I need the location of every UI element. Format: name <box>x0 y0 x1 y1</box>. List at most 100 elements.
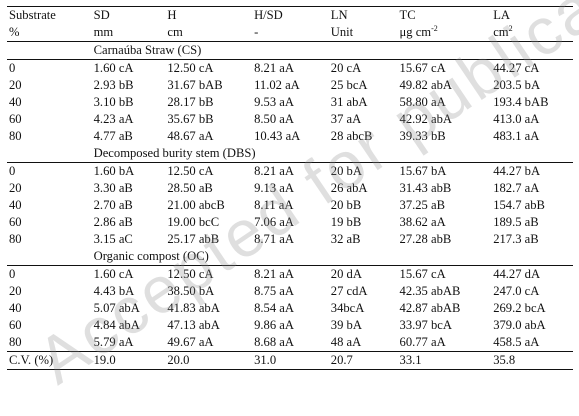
table-row: 20 2.93 bB 31.67 bAB 11.02 aA 25 bcA 49.82 ab… <box>7 77 573 94</box>
table-cell: 269.2 bcA <box>493 301 546 315</box>
table-cell: 39.33 bB <box>399 129 446 143</box>
table-cell: 20 dA <box>330 267 362 281</box>
table-cell: 8.21 aA <box>254 267 294 281</box>
table-cell: 3.10 bB <box>93 95 134 109</box>
table-row: 60 4.84 abA 47.13 abA 9.86 aA 39 bA 33.97 bcA… <box>7 317 573 334</box>
column-header: H <box>167 6 255 24</box>
table-cell: 28.50 aB <box>167 181 213 195</box>
table-cell: 154.7 abB <box>493 198 545 212</box>
table-cell: 19.00 bcC <box>167 215 220 229</box>
table-cell: 5.07 abA <box>93 301 140 315</box>
table-cell: 31.67 bAB <box>167 78 223 92</box>
table-row: 40 5.07 abA 41.83 abA 8.54 aA 34bcA 42.87 abA… <box>7 300 573 317</box>
table-cell: 37 aA <box>330 112 362 126</box>
table-cell: 21.00 abcB <box>167 198 225 212</box>
header-row-labels: Substrate SD H H/SD LN TC LA <box>7 6 573 24</box>
cv-cell: C.V. (%) <box>7 351 94 370</box>
table-cell: 12.50 cA <box>167 61 214 75</box>
cv-cell: 20.0 <box>167 351 255 370</box>
table-cell: 58.80 aA <box>399 95 446 109</box>
table-cell: 33.97 bcA <box>399 318 452 332</box>
results-table-body: Substrate SD H H/SD LN TC LA% mm cm - Unit μg cm-2 c… <box>7 6 573 370</box>
column-header: TC <box>399 6 494 24</box>
table-cell: 20 <box>9 181 22 195</box>
table-cell: 34bcA <box>330 301 365 315</box>
table-cell: 8.21 aA <box>254 61 294 75</box>
cv-row: C.V. (%) 19.0 20.0 31.0 20.7 33.1 35.8 <box>7 351 573 370</box>
table-cell: 40 <box>9 198 22 212</box>
table-cell: 32 aB <box>330 232 361 246</box>
table-cell: 379.0 abA <box>493 318 546 332</box>
section-title-blank <box>7 145 94 163</box>
table-cell: 26 abA <box>330 181 368 195</box>
table-cell: 44.27 cA <box>493 61 540 75</box>
column-header: Substrate <box>7 6 94 24</box>
table-row: 0 1.60 cA 12.50 cA 8.21 aA 20 dA 15.67 cA 44.2… <box>7 266 573 284</box>
cv-cell: 31.0 <box>254 351 331 370</box>
unit-superscript: -2 <box>431 23 438 33</box>
results-table: Substrate SD H H/SD LN TC LA% mm cm - Unit μg cm-2 c… <box>7 6 573 370</box>
table-cell: 4.77 aB <box>93 129 133 143</box>
table-cell: 28 abcB <box>330 129 373 143</box>
table-cell: 189.5 aB <box>493 215 539 229</box>
section-title: Decomposed burity stem (DBS) <box>93 145 573 163</box>
section-title-blank <box>7 248 94 266</box>
table-cell: 19 bB <box>330 215 362 229</box>
table-cell: 8.68 aA <box>254 335 294 349</box>
table-cell: 40 <box>9 95 22 109</box>
table-cell: 42.92 abA <box>399 112 452 126</box>
cv-cell: 20.7 <box>330 351 400 370</box>
unit-text: mm <box>93 25 114 39</box>
table-cell: 47.13 abA <box>167 318 220 332</box>
table-cell: 9.53 aA <box>254 95 294 109</box>
column-header: SD <box>93 6 168 24</box>
table-cell: 483.1 aA <box>493 129 540 143</box>
table-cell: 2.70 aB <box>93 198 133 212</box>
section-title: Carnaúba Straw (CS) <box>93 41 573 60</box>
table-cell: 1.60 cA <box>93 61 134 75</box>
column-unit: μg cm-2 <box>399 23 494 42</box>
table-row: 80 5.79 aA 49.67 aA 8.68 aA 48 aA 60.77 aA 458… <box>7 334 573 352</box>
table-cell: 15.67 bA <box>399 164 447 178</box>
cv-cell: 33.1 <box>399 351 494 370</box>
table-cell: 2.93 bB <box>93 78 134 92</box>
section-title: Organic compost (OC) <box>93 248 573 266</box>
table-cell: 247.0 cA <box>493 284 540 298</box>
column-unit: Unit <box>330 24 400 42</box>
unit-text: cm <box>493 25 509 39</box>
table-cell: 40 <box>9 301 22 315</box>
column-unit: cm2 <box>493 24 573 42</box>
table-cell: 11.02 aA <box>254 78 300 92</box>
table-cell: 12.50 cA <box>167 164 214 178</box>
unit-text: cm <box>167 25 183 39</box>
table-cell: 48.67 aA <box>167 129 214 143</box>
table-row: 20 3.30 aB 28.50 aB 9.13 aA 26 abA 31.43 abB 1… <box>7 180 573 197</box>
table-cell: 5.79 aA <box>93 335 134 349</box>
table-cell: 193.4 bAB <box>493 95 549 109</box>
table-cell: 182.7 aA <box>493 181 540 195</box>
table-cell: 8.11 aA <box>254 198 294 212</box>
column-unit: mm <box>93 24 168 42</box>
table-row: 0 1.60 cA 12.50 cA 8.21 aA 20 cA 15.67 cA 44.2… <box>7 60 573 78</box>
table-cell: 44.27 dA <box>493 267 541 281</box>
table-cell: 203.5 bA <box>493 78 541 92</box>
unit-text: - <box>254 25 259 39</box>
column-unit: % <box>7 24 94 42</box>
table-cell: 0 <box>9 61 16 75</box>
table-cell: 25.17 abB <box>167 232 220 246</box>
section-title-blank <box>7 41 94 60</box>
table-cell: 15.67 cA <box>399 267 446 281</box>
table-cell: 49.82 abA <box>399 78 452 92</box>
section-title-row: Organic compost (OC) <box>7 248 573 266</box>
table-cell: 25 bcA <box>330 78 368 92</box>
table-cell: 38.50 bA <box>167 284 215 298</box>
table-cell: 31 abA <box>330 95 368 109</box>
table-cell: 4.43 bA <box>93 284 135 298</box>
table-cell: 10.43 aA <box>254 129 301 143</box>
table-row: 60 4.23 aA 35.67 bB 8.50 aA 37 aA 42.92 abA 41… <box>7 111 573 128</box>
table-cell: 80 <box>9 129 22 143</box>
column-header: LN <box>330 6 400 24</box>
table-cell: 3.30 aB <box>93 181 133 195</box>
table-cell: 31.43 abB <box>399 181 452 195</box>
table-cell: 0 <box>9 267 16 281</box>
